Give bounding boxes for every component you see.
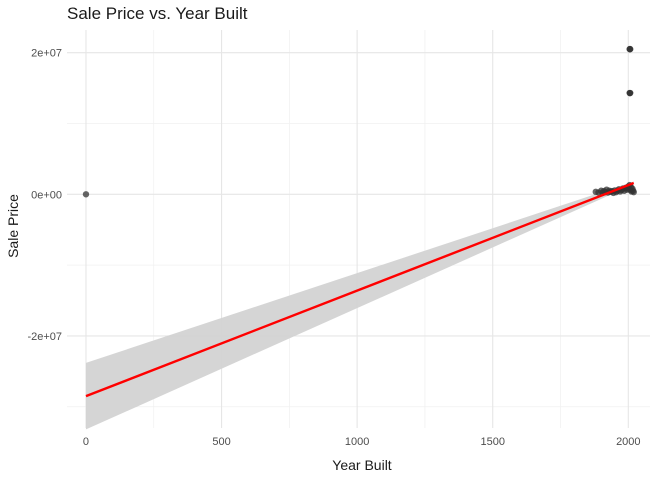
y-tick-label: 0e+00 <box>31 189 62 201</box>
x-tick-label: 500 <box>212 436 230 448</box>
confidence-band-area <box>85 181 634 430</box>
major-gridlines <box>67 30 650 428</box>
y-axis-title: Sale Price <box>5 194 21 258</box>
x-tick-label: 2000 <box>616 436 640 448</box>
y-tick-label: -2e+07 <box>27 331 62 343</box>
minor-gridlines <box>67 30 650 428</box>
y-tick-labels: -2e+07 0e+00 2e+07 <box>27 48 62 343</box>
data-point <box>82 191 90 198</box>
x-axis-title: Year Built <box>332 457 392 473</box>
x-tick-label: 1000 <box>345 436 369 448</box>
data-points <box>82 45 637 198</box>
data-point <box>627 89 634 97</box>
data-point <box>627 45 634 53</box>
confidence-band <box>85 181 634 430</box>
x-tick-label: 0 <box>83 436 89 448</box>
x-tick-label: 1500 <box>480 436 504 448</box>
data-point <box>630 188 637 196</box>
chart-title: Sale Price vs. Year Built <box>67 4 248 23</box>
x-tick-labels: 0 500 1000 1500 2000 <box>83 436 641 448</box>
y-tick-label: 2e+07 <box>31 48 62 60</box>
regression-line <box>85 181 635 398</box>
regression-line-layer <box>85 181 635 398</box>
